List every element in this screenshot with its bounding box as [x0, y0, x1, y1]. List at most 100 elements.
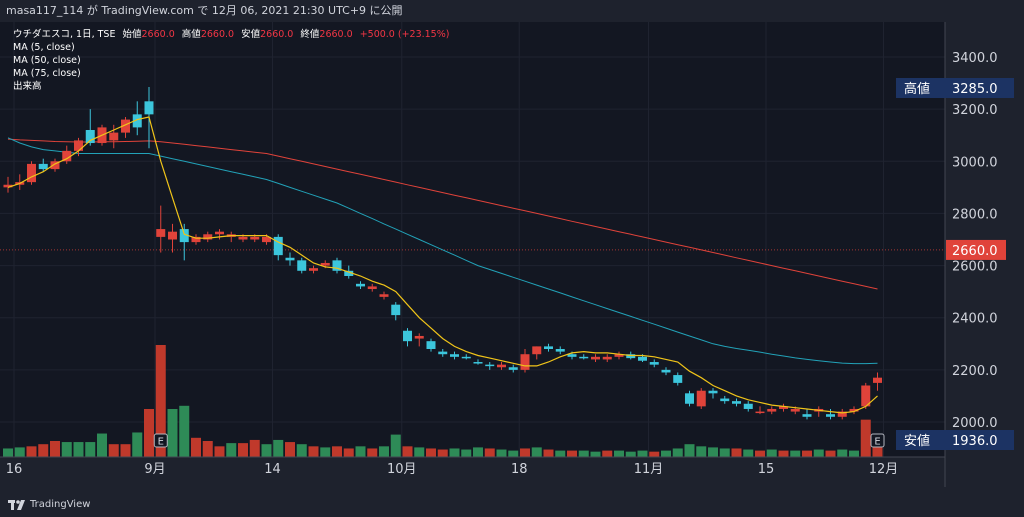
- candle: [508, 364, 518, 373]
- candle: [755, 406, 765, 415]
- volume-bar: [261, 444, 272, 457]
- candle: [121, 116, 130, 138]
- candle: [649, 359, 659, 368]
- candle-body: [285, 257, 295, 261]
- candle: [156, 205, 166, 253]
- candle-body: [74, 140, 83, 151]
- candle-body: [309, 268, 318, 271]
- candle-body: [790, 408, 800, 412]
- candle: [62, 145, 72, 164]
- price-badges: 高値 3285.0 安値 1936.0 2660.0: [896, 78, 1014, 450]
- earnings-marker[interactable]: E: [153, 433, 168, 448]
- candle: [309, 265, 318, 274]
- footer-brand-text: TradingView: [30, 499, 91, 510]
- candle: [720, 395, 730, 404]
- candle-body: [297, 260, 307, 271]
- candle-body: [168, 231, 177, 240]
- candle-body: [450, 354, 459, 357]
- candle: [591, 354, 600, 363]
- earnings-marker[interactable]: E: [870, 433, 885, 448]
- volume-bar: [719, 448, 730, 457]
- price-tick-label: 3200.0: [952, 103, 998, 118]
- footer-brand[interactable]: TradingView: [8, 497, 90, 513]
- volume-bar: [85, 442, 96, 457]
- candle: [132, 101, 142, 136]
- candle-body: [555, 349, 565, 352]
- candle-body: [626, 354, 636, 359]
- candle-body: [473, 362, 483, 364]
- candle: [85, 109, 95, 146]
- volume-bar: [214, 446, 225, 457]
- candle-body: [708, 390, 718, 394]
- volume-bar: [602, 450, 613, 457]
- candle-body: [62, 150, 72, 162]
- high-price-badge: 高値 3285.0: [896, 78, 1014, 98]
- candle-body: [696, 390, 706, 407]
- legend-change: +500.0 (+23.15%): [359, 29, 450, 40]
- candle-body: [379, 294, 389, 297]
- last-price-badge-bg: [946, 239, 1006, 260]
- time-tick-label: 10月: [387, 462, 417, 477]
- candle: [379, 291, 389, 300]
- legend-volume[interactable]: 出来高: [13, 81, 42, 92]
- volume-bar: [755, 450, 765, 457]
- volume-bar: [813, 449, 824, 457]
- candle: [579, 354, 589, 360]
- candle: [826, 408, 835, 420]
- volume-bar: [3, 448, 13, 457]
- price-axis[interactable]: 3400.0 3200.0 3000.0 2800.0 2600.0 2400.0 2200…: [952, 51, 998, 431]
- candle-body: [3, 184, 13, 188]
- volume-bar: [202, 441, 213, 457]
- chart-legend: ウチダエスコ, 1日, TSE 始値2660.0 高値2660.0 安値2660…: [13, 28, 453, 93]
- candle-body: [109, 132, 119, 141]
- volume-bar: [155, 345, 166, 457]
- candle-body: [27, 163, 36, 183]
- legend-ma75[interactable]: MA (75, close): [13, 68, 81, 79]
- candle-body: [685, 393, 694, 404]
- ma50-path: [7, 137, 878, 365]
- candle: [485, 362, 495, 370]
- volume-bar: [484, 448, 495, 457]
- earnings-marker-box: [153, 433, 168, 448]
- candle: [215, 229, 224, 240]
- candle: [732, 398, 741, 407]
- volume-bar: [825, 450, 836, 457]
- candle-body: [156, 229, 166, 237]
- candle-body: [661, 369, 671, 373]
- candle-body: [344, 270, 354, 276]
- volume-bar: [179, 405, 190, 457]
- legend-ma5[interactable]: MA (5, close): [13, 42, 75, 53]
- volume-bar: [108, 444, 119, 457]
- candle: [3, 176, 13, 193]
- time-axis[interactable]: 16 9月 14 10月 18 11月 15 12月: [6, 462, 899, 477]
- candle: [38, 158, 48, 172]
- volume-bar: [555, 450, 566, 457]
- volume-bar: [320, 447, 331, 457]
- candle: [767, 406, 777, 415]
- candle: [497, 362, 506, 370]
- candle: [861, 382, 871, 409]
- ma5-path: [7, 116, 878, 414]
- time-tick-label: 12月: [869, 462, 899, 477]
- candle: [74, 137, 83, 157]
- candle-body: [414, 335, 424, 339]
- legend-high-value: 2660.0: [200, 29, 235, 40]
- volume-bar: [379, 446, 389, 457]
- candle: [544, 343, 553, 352]
- volume-bar: [226, 443, 237, 457]
- volume-bar: [766, 449, 777, 457]
- volume-bar: [790, 450, 801, 457]
- candle-body: [50, 161, 60, 170]
- candle-body: [320, 262, 330, 266]
- candle-body: [567, 354, 577, 357]
- volume-bar: [708, 447, 718, 457]
- candle: [708, 388, 718, 399]
- volume-bar: [191, 437, 201, 457]
- volume-bar: [696, 446, 707, 457]
- legend-ma50[interactable]: MA (50, close): [13, 55, 81, 66]
- candle-body: [520, 354, 530, 370]
- volume-bar: [520, 448, 530, 457]
- volume-bar: [449, 448, 460, 457]
